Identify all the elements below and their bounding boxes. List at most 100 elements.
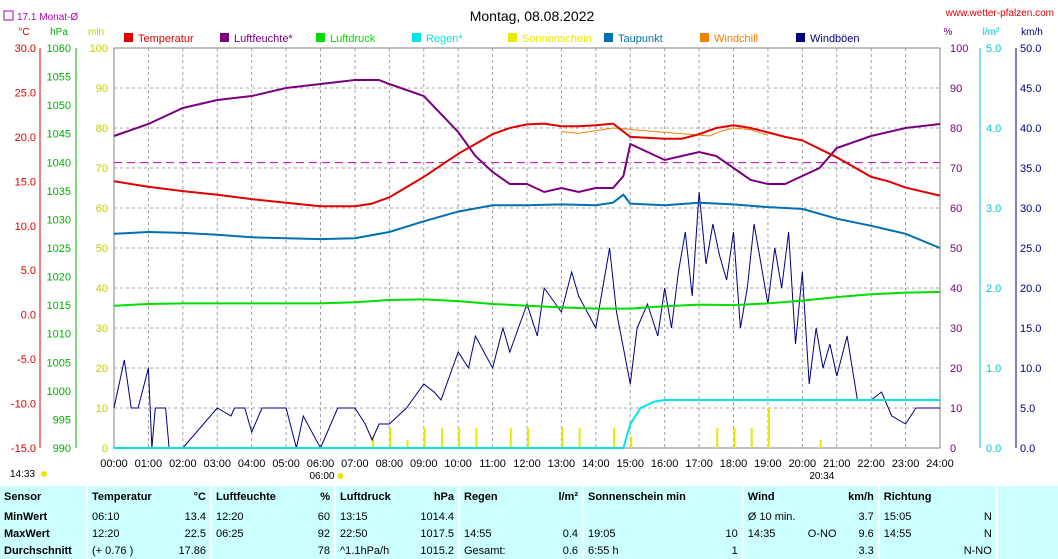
sunshine-bar [613,428,616,448]
legend-label: Temperatur [138,33,194,45]
stats-wind-dir: O-NO [807,527,837,540]
wind-tick-label: 40.0 [1020,123,1041,135]
stats-row-min: MinWert 06:10 13.4 12:20 60 13:15 1014.4… [0,508,1058,525]
wind-tick-label: 5.0 [1020,403,1035,415]
sunset-label: 20:34 [809,471,834,482]
monthly-avg-marker-icon [3,10,14,21]
stats-header-dir: Richtung [877,486,948,508]
stats-header-dir-value [948,486,997,508]
stats-header-rain-unit: l/m² [558,491,578,503]
stats-wind-value: 3.3 [858,544,874,557]
x-tick-label: 23:00 [892,458,920,470]
stats-wind-value: 3.7 [858,510,874,523]
stats-filler [995,542,1058,559]
site-url[interactable]: www.wetter-pfalzen.com [945,8,1054,19]
x-tick-label: 06:00 [307,458,335,470]
stats-wind-time: 14:35 [741,525,804,542]
series-line-taupunkt [113,193,941,249]
sunshine-bar [733,428,736,448]
humidity-tick-label: 90 [950,83,962,95]
x-axis: 00:00 01:00 02:00 03:00 04:00 05:00 06:00 07:00… [10,458,954,482]
x-tick-label: 14:00 [582,458,610,470]
stats-rain-time: Gesamt: [458,542,524,559]
legend-swatch [316,33,325,42]
legend-swatch [796,33,805,42]
humidity-tick-label: 30 [950,323,962,335]
x-tick-label: 08:00 [376,458,404,470]
stats-hum-time: 06:25 [210,525,280,542]
axes: 30.0 25.0 20.0 15.0 10.0 5.0 0.0 -5.0 -10.0 -15.0… [11,43,1042,455]
stats-wind-time: Ø 10 min. [741,508,804,525]
temp-tick-label: 30.0 [15,43,36,55]
grid [114,48,940,448]
humidity-axis-unit: % [944,27,953,38]
legend-swatch [700,33,709,42]
sunshine-bar [389,428,392,448]
sunshine-bar [423,428,426,448]
rain-tick-label: 4.0 [986,123,1001,135]
legend-swatch [604,33,613,42]
stats-dir-time: 14:55 [877,525,948,542]
stats-header-rain: Regen [458,486,524,508]
min-tick-label: 70 [96,163,108,175]
legend-label: Luftfeuchte* [234,33,293,45]
rain-tick-label: 1.0 [986,363,1001,375]
wind-tick-label: 20.0 [1020,283,1041,295]
stats-header-temp-unit: °C [193,491,206,503]
pressure-tick-label: 1010 [47,329,71,341]
x-tick-label: 18:00 [720,458,748,470]
legend-swatch [412,33,421,42]
stats-sun-value: 1 [731,544,738,557]
temp-tick-label: 15.0 [15,176,36,188]
temp-axis-unit: °C [18,27,29,38]
pressure-tick-label: 995 [53,414,71,426]
pressure-tick-label: 1050 [47,100,71,112]
x-tick-label: 16:00 [651,458,679,470]
min-tick-label: 40 [96,283,108,295]
stats-press-time: 22:50 [334,525,406,542]
stats-rain-time: 14:55 [458,525,524,542]
min-tick-label: 10 [96,403,108,415]
stats-header-sensor: Sensor [4,491,42,503]
legend-label: Windchill [714,33,758,45]
legend-label: Sonnenschein [522,33,592,45]
sunshine-bar [630,436,633,448]
humidity-tick-label: 50 [950,243,962,255]
min-tick-label: 80 [96,123,108,135]
stats-header-hum: Luftfeuchte [210,486,280,508]
stats-dir-time: 15:05 [877,508,948,525]
pressure-tick-label: 1000 [47,386,71,398]
stats-header-row: Sensor Temperatur °C Luftfeuchte % Luftd… [0,486,1058,508]
stats-header-filler [995,486,1058,508]
legend-label: Taupunkt [618,33,663,45]
humidity-tick-label: 10 [950,403,962,415]
sunshine-bar [440,428,443,448]
series-line-windben [113,191,940,450]
legend-label: Regen* [426,33,463,45]
humidity-tick-label: 80 [950,123,962,135]
pressure-tick-label: 1015 [47,300,71,312]
stats-press-value: 1014.4 [420,510,454,523]
stats-header-press-unit: hPa [433,491,454,503]
x-tick-label: 05:00 [272,458,300,470]
stats-header-wind-dir [804,486,842,508]
stats-sun-time [582,508,690,525]
wind-tick-label: 15.0 [1020,323,1041,335]
pressure-tick-label: 1005 [47,357,71,369]
stats-sun-time: 6:55 h [582,542,690,559]
min-tick-label: 50 [96,243,108,255]
x-tick-label: 21:00 [823,458,851,470]
rain-tick-label: 5.0 [986,43,1001,55]
stats-press-time: 13:15 [334,508,406,525]
wind-tick-label: 35.0 [1020,163,1041,175]
stats-sun-value: 10 [725,527,738,540]
sunshine-bar [767,408,770,448]
wind-tick-label: 0.0 [1020,443,1035,455]
stats-rain-value [524,508,583,525]
stats-header-sun-value [690,486,743,508]
stats-dir-value: N-NO [963,544,992,557]
x-tick-label: 02:00 [169,458,197,470]
temp-tick-label: 20.0 [15,132,36,144]
stats-hum-time [210,542,280,559]
stats-hum-time: 12:20 [210,508,280,525]
